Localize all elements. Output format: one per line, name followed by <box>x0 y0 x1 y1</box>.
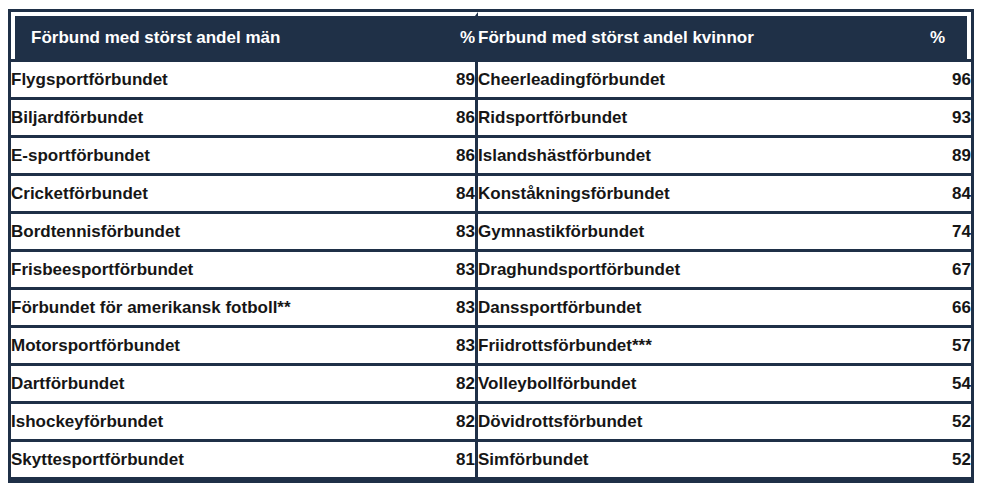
percent-cell: 82 <box>411 363 478 401</box>
table-row: Frisbeesportförbundet 83 Draghundsportfö… <box>11 249 971 287</box>
percent-cell: 83 <box>411 211 478 249</box>
percent-cell: 66 <box>896 287 971 325</box>
federation-name-cell: Ridsportförbundet <box>478 97 896 135</box>
table-header: Förbund med störst andel män % Förbund m… <box>11 12 971 59</box>
federation-name-cell: Ishockeyförbundet <box>11 401 411 439</box>
federation-name-cell: Flygsportförbundet <box>11 59 411 97</box>
percent-cell: 84 <box>896 173 971 211</box>
table-row: Cricketförbundet 84 Konståkningsförbunde… <box>11 173 971 211</box>
federation-name-cell: Skyttesportförbundet <box>11 439 411 477</box>
column-header-women: Förbund med störst andel kvinnor <box>478 12 896 59</box>
percent-cell: 86 <box>411 135 478 173</box>
page: Förbund med störst andel män % Förbund m… <box>0 0 984 483</box>
percent-cell: 54 <box>896 363 971 401</box>
table-row: Flygsportförbundet 89 Cheerleadingförbun… <box>11 59 971 97</box>
federation-name-cell: Islandshästförbundet <box>478 135 896 173</box>
percent-cell: 89 <box>411 59 478 97</box>
percent-cell: 83 <box>411 249 478 287</box>
federation-name-cell: Cricketförbundet <box>11 173 411 211</box>
percent-cell: 86 <box>411 97 478 135</box>
percent-cell: 74 <box>896 211 971 249</box>
federation-name-cell: Dövidrottsförbundet <box>478 401 896 439</box>
table-row: Dartförbundet 82 Volleybollförbundet 54 <box>11 363 971 401</box>
table-body: Flygsportförbundet 89 Cheerleadingförbun… <box>11 59 971 477</box>
federation-name-cell: Cheerleadingförbundet <box>478 59 896 97</box>
percent-cell: 81 <box>411 439 478 477</box>
percent-cell: 93 <box>896 97 971 135</box>
percent-cell: 89 <box>896 135 971 173</box>
percent-cell: 67 <box>896 249 971 287</box>
federation-name-cell: E-sportförbundet <box>11 135 411 173</box>
percent-cell: 82 <box>411 401 478 439</box>
column-header-men: Förbund med störst andel män <box>11 12 411 59</box>
table-row: Biljardförbundet 86 Ridsportförbundet 93 <box>11 97 971 135</box>
federation-name-cell: Gymnastikförbundet <box>478 211 896 249</box>
federation-name-cell: Motorsportförbundet <box>11 325 411 363</box>
gender-share-table: Förbund med störst andel män % Förbund m… <box>8 9 974 483</box>
federation-name-cell: Simförbundet <box>478 439 896 477</box>
table-row: Förbundet för amerikansk fotboll** 83 Da… <box>11 287 971 325</box>
federation-name-cell: Biljardförbundet <box>11 97 411 135</box>
percent-cell: 52 <box>896 401 971 439</box>
table-row: Ishockeyförbundet 82 Dövidrottsförbundet… <box>11 401 971 439</box>
table-row: Bordtennisförbundet 83 Gymnastikförbunde… <box>11 211 971 249</box>
percent-cell: 52 <box>896 439 971 477</box>
federation-name-cell: Konståkningsförbundet <box>478 173 896 211</box>
federation-name-cell: Dartförbundet <box>11 363 411 401</box>
federation-name-cell: Draghundsportförbundet <box>478 249 896 287</box>
percent-cell: 83 <box>411 325 478 363</box>
federation-name-cell: Volleybollförbundet <box>478 363 896 401</box>
federation-name-cell: Danssportförbundet <box>478 287 896 325</box>
federation-name-cell: Frisbeesportförbundet <box>11 249 411 287</box>
percent-cell: 83 <box>411 287 478 325</box>
percent-cell: 96 <box>896 59 971 97</box>
federation-name-cell: Friidrottsförbundet*** <box>478 325 896 363</box>
percent-header-women: % <box>896 12 971 59</box>
federation-name-cell: Förbundet för amerikansk fotboll** <box>11 287 411 325</box>
percent-cell: 57 <box>896 325 971 363</box>
percent-cell: 84 <box>411 173 478 211</box>
percent-header-men: % <box>411 12 478 59</box>
federation-name-cell: Bordtennisförbundet <box>11 211 411 249</box>
table-row: Motorsportförbundet 83 Friidrottsförbund… <box>11 325 971 363</box>
table-row: Skyttesportförbundet 81 Simförbundet 52 <box>11 439 971 477</box>
header-row: Förbund med störst andel män % Förbund m… <box>11 12 971 59</box>
table-row: E-sportförbundet 86 Islandshästförbundet… <box>11 135 971 173</box>
